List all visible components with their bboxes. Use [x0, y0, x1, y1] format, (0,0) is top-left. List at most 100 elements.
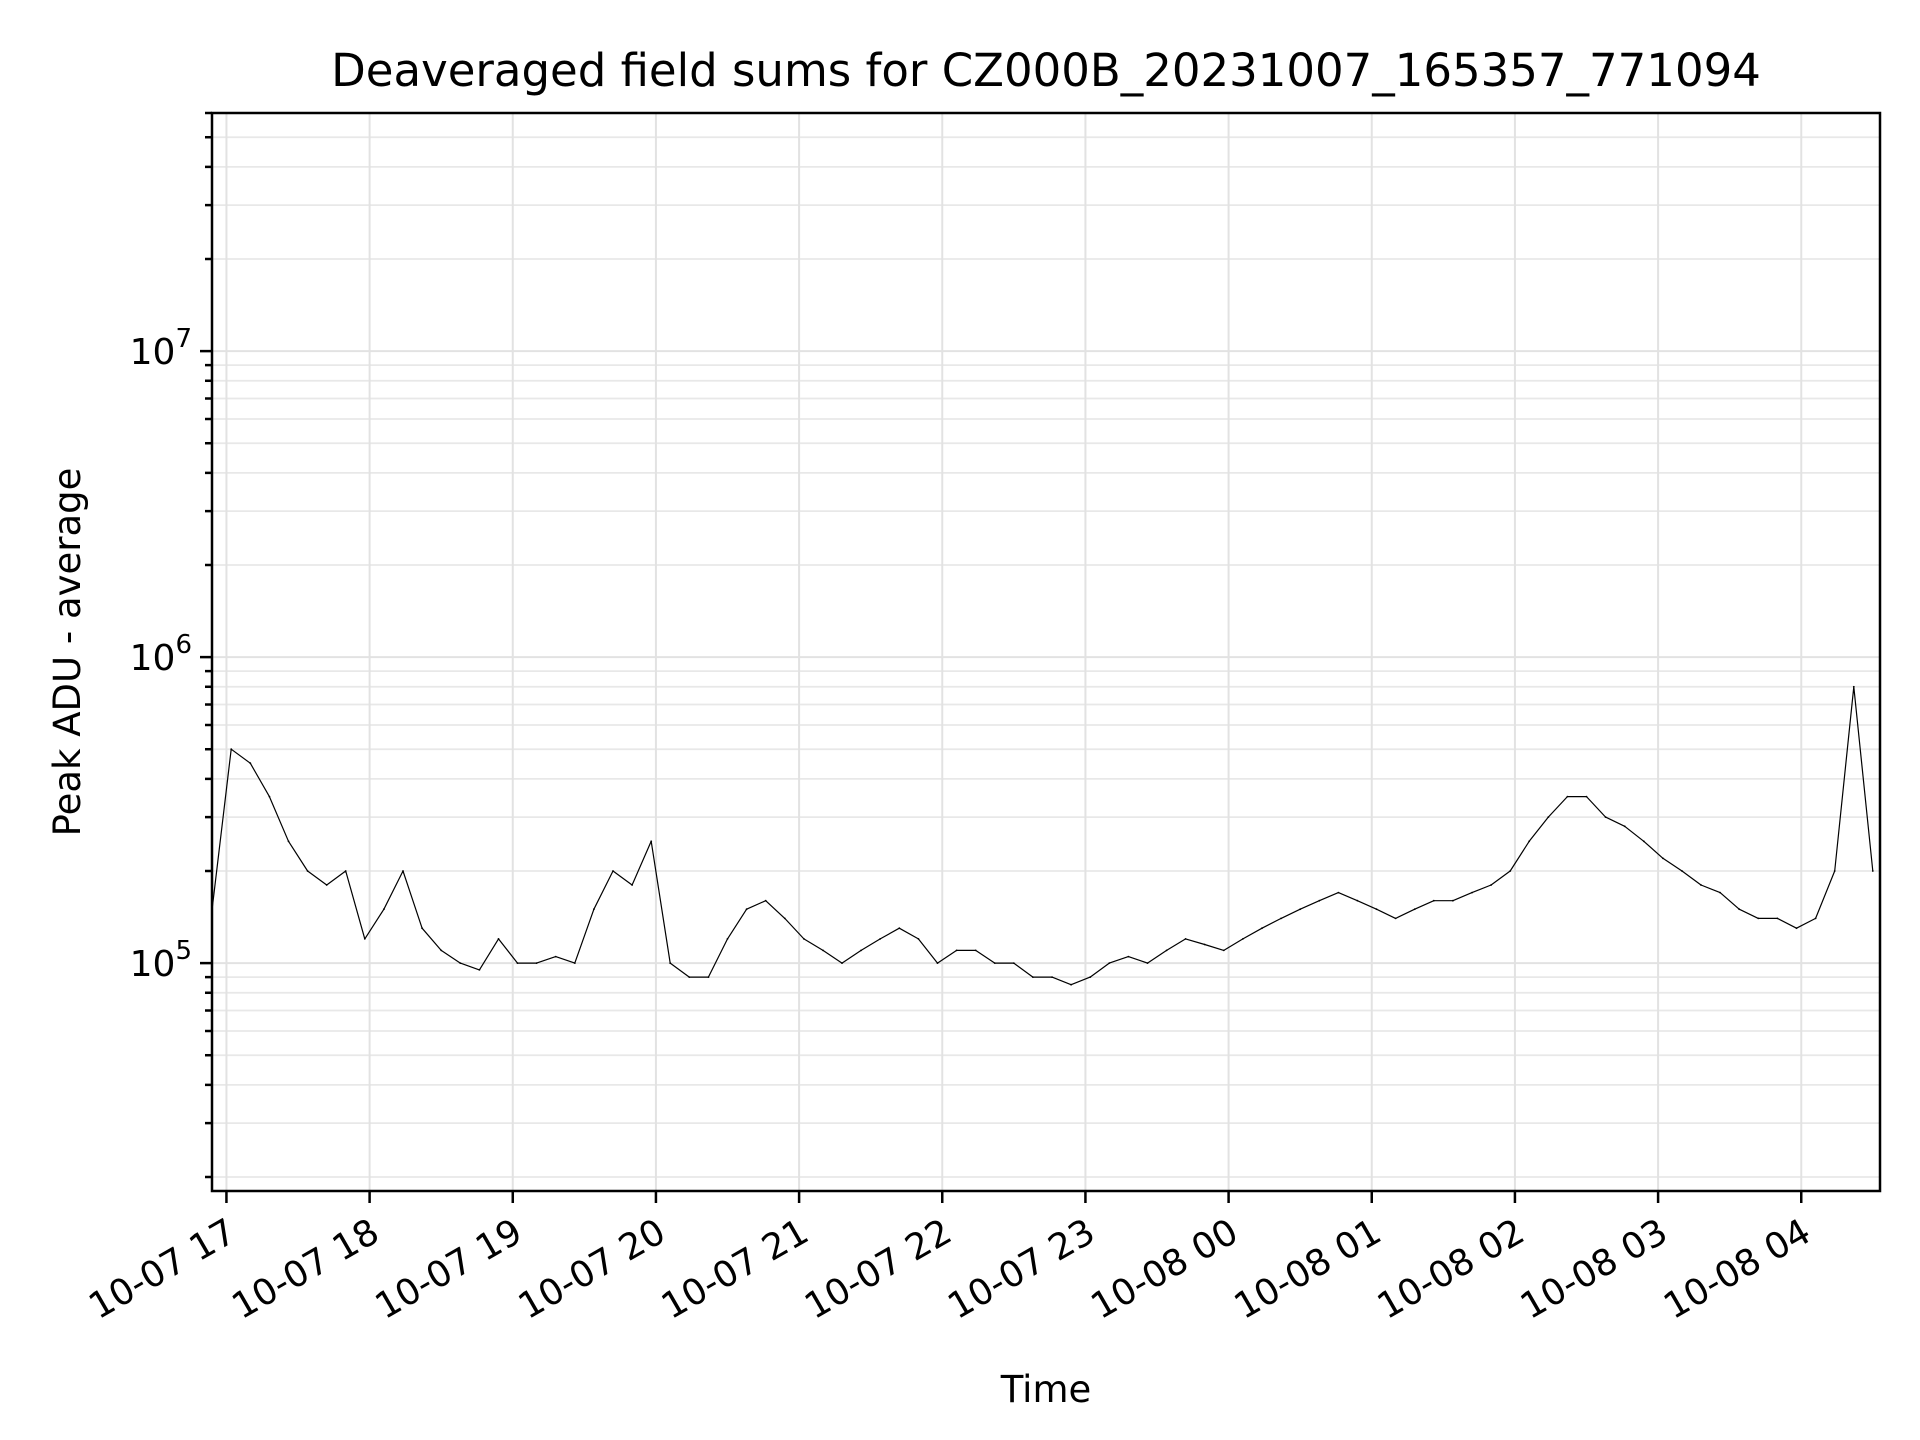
- y-tick-exponent: 5: [175, 936, 192, 966]
- data-point: [669, 962, 672, 964]
- data-point: [688, 976, 691, 978]
- data-point: [650, 840, 653, 843]
- data-point: [1871, 870, 1874, 872]
- data-point: [860, 949, 862, 952]
- data-point: [478, 969, 481, 971]
- data-point: [402, 870, 404, 872]
- data-point: [936, 962, 939, 964]
- data-point: [1318, 899, 1321, 902]
- data-point: [1757, 917, 1760, 920]
- data-point: [993, 962, 996, 964]
- data-point: [535, 962, 538, 964]
- data-point: [1432, 899, 1435, 902]
- data-point: [783, 917, 786, 920]
- data-point: [898, 927, 901, 930]
- data-point: [1509, 870, 1512, 872]
- data-point: [249, 762, 252, 765]
- y-tick-label: 105: [130, 936, 192, 985]
- data-point: [1280, 917, 1282, 920]
- data-point: [1413, 908, 1416, 911]
- x-tick-label: 10-08 01: [1228, 1211, 1389, 1327]
- data-point: [1833, 870, 1836, 872]
- data-point: [1700, 884, 1702, 886]
- data-point: [1394, 917, 1397, 920]
- x-tick-label: 10-07 19: [369, 1211, 530, 1327]
- data-point: [287, 840, 290, 843]
- plot-frame: [210, 111, 1882, 1193]
- y-tick-exponent: 7: [175, 324, 192, 354]
- data-point: [1662, 857, 1664, 860]
- x-tick-label: 10-07 20: [512, 1211, 673, 1327]
- data-point: [344, 870, 347, 872]
- data-point: [516, 962, 519, 964]
- data-point: [1165, 949, 1168, 952]
- data-point: [573, 962, 576, 964]
- data-point: [459, 962, 462, 964]
- data-point: [497, 938, 500, 940]
- data-point: [1108, 962, 1111, 964]
- data-point: [1299, 908, 1302, 911]
- data-point: [1452, 899, 1454, 902]
- x-tick-label: 10-07 18: [225, 1211, 386, 1327]
- data-point: [879, 938, 882, 940]
- data-point: [1776, 917, 1779, 920]
- x-tick-label: 10-07 22: [798, 1211, 959, 1327]
- chart-title: Deaveraged field sums for CZ000B_2023100…: [331, 44, 1761, 97]
- data-point: [1719, 891, 1721, 894]
- x-tick-label: 10-07 23: [941, 1211, 1102, 1327]
- data-point: [1242, 938, 1244, 940]
- data-point: [421, 927, 423, 930]
- data-point: [707, 976, 710, 978]
- grid: [212, 112, 1880, 1191]
- data-point: [1681, 870, 1683, 872]
- data-point: [1089, 976, 1092, 978]
- x-tick-label: 10-08 02: [1371, 1211, 1532, 1327]
- data-point: [268, 795, 271, 798]
- data-point: [1547, 816, 1550, 818]
- x-tick-label: 10-08 00: [1084, 1211, 1245, 1327]
- x-tick-label: 10-07 17: [82, 1211, 243, 1327]
- data-point: [1146, 962, 1149, 964]
- data-point: [1814, 917, 1817, 920]
- data-point: [306, 870, 309, 872]
- x-axis-label: Time: [1000, 1368, 1092, 1411]
- y-tick-base: 10: [130, 638, 176, 679]
- data-point: [1051, 976, 1053, 978]
- data-point: [726, 938, 729, 940]
- data-point: [803, 938, 805, 940]
- y-tick-base: 10: [130, 332, 176, 373]
- data-point: [612, 870, 614, 872]
- data-point: [1471, 891, 1473, 894]
- data-point: [1566, 795, 1569, 798]
- data-point: [1127, 955, 1130, 958]
- x-tick-label: 10-08 04: [1657, 1211, 1818, 1327]
- data-point: [383, 908, 385, 911]
- data-point: [1642, 840, 1645, 843]
- data-point: [363, 938, 366, 940]
- y-tick-label: 106: [130, 630, 192, 679]
- data-point: [1337, 891, 1340, 894]
- data-point: [1356, 899, 1359, 902]
- data-point: [554, 955, 557, 958]
- data-point: [230, 748, 233, 751]
- data-point: [974, 949, 977, 952]
- data-point: [1623, 825, 1626, 828]
- data-point: [1852, 685, 1855, 688]
- data-point: [631, 884, 633, 886]
- data-point: [1032, 976, 1034, 978]
- data-point: [1184, 938, 1187, 940]
- x-tick-label: 10-07 21: [655, 1211, 816, 1327]
- y-tick-label: 107: [130, 324, 192, 373]
- data-point: [764, 899, 767, 902]
- data-point: [1070, 983, 1072, 986]
- data-point: [1528, 840, 1531, 843]
- data-point: [1490, 884, 1492, 886]
- x-tick-label: 10-08 03: [1514, 1211, 1675, 1327]
- data-point: [822, 949, 824, 952]
- y-axis-label: Peak ADU - average: [46, 468, 89, 837]
- data-point: [1012, 962, 1015, 964]
- data-point: [1738, 908, 1741, 911]
